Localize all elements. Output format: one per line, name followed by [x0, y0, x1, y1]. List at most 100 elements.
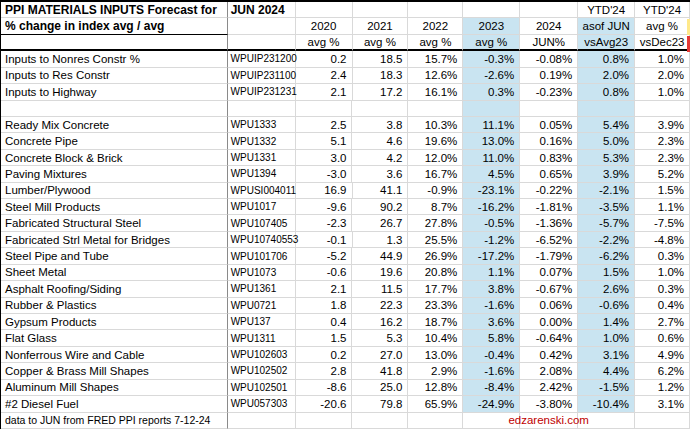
value-cell[interactable]: -3.0 — [296, 166, 353, 182]
material-name-cell[interactable]: Concrete Pipe — [1, 133, 228, 149]
value-cell[interactable]: 12.6% — [408, 68, 463, 84]
empty-cell[interactable] — [635, 413, 690, 429]
value-cell[interactable]: 0.42% — [520, 347, 578, 363]
material-name-cell[interactable]: #2 Diesel Fuel — [1, 396, 228, 412]
value-cell[interactable]: 16.2 — [352, 314, 408, 330]
value-cell[interactable]: -5.2 — [296, 248, 353, 264]
value-cell[interactable]: 1.0% — [578, 330, 635, 346]
value-cell[interactable]: 17.2 — [353, 84, 409, 100]
value-cell[interactable]: 1.4% — [578, 314, 635, 330]
subcol-vsavg23[interactable]: vsAvg23 — [578, 35, 635, 51]
value-cell[interactable]: 0.3% — [635, 248, 690, 264]
value-cell[interactable]: 20.8% — [408, 265, 463, 281]
series-code-cell[interactable]: WPU10740553 — [228, 232, 296, 248]
value-cell[interactable]: 2.1 — [296, 84, 353, 100]
value-cell[interactable]: 19.6 — [352, 265, 408, 281]
value-cell[interactable]: 13.0% — [408, 347, 463, 363]
value-cell[interactable]: -8.6 — [296, 380, 353, 396]
value-cell[interactable]: 0.07% — [520, 265, 578, 281]
title-month[interactable]: JUN 2024 — [228, 2, 296, 18]
value-cell[interactable]: 2.1 — [296, 281, 353, 297]
value-cell[interactable]: 0.16% — [520, 133, 578, 149]
material-name-cell[interactable]: Paving Mixtures — [1, 166, 228, 182]
material-name-cell[interactable]: Flat Glass — [1, 330, 228, 346]
subcol-jun-pct[interactable]: JUN% — [520, 35, 578, 51]
value-cell[interactable]: 5.1 — [296, 133, 353, 149]
value-cell[interactable]: 23.3% — [408, 298, 463, 314]
value-cell[interactable]: 3.6 — [352, 166, 408, 182]
value-cell[interactable]: 0.6% — [635, 330, 690, 346]
value-cell[interactable]: 16.7% — [408, 166, 463, 182]
material-name-cell[interactable]: Inputs to Res Constr — [1, 68, 228, 84]
empty-cell[interactable] — [408, 413, 463, 429]
col-header-2021[interactable]: 2021 — [353, 18, 409, 34]
series-code-cell[interactable]: WPU1333 — [228, 117, 296, 133]
series-code-cell[interactable]: WPU1311 — [228, 330, 296, 346]
value-cell[interactable]: 1.5% — [578, 265, 635, 281]
value-cell[interactable]: -0.6 — [296, 265, 353, 281]
value-cell[interactable]: 5.3% — [578, 150, 635, 166]
value-cell[interactable]: -1.5% — [578, 380, 635, 396]
value-cell[interactable]: 16.9 — [296, 183, 353, 199]
value-cell[interactable]: -8.4% — [463, 380, 520, 396]
material-name-cell[interactable]: Nonferrous Wire and Cable — [1, 347, 228, 363]
value-cell[interactable]: -0.08% — [520, 51, 578, 67]
value-cell[interactable]: 0.83% — [520, 150, 578, 166]
material-name-cell[interactable]: Asphalt Roofing/Siding — [1, 281, 228, 297]
empty-cell[interactable] — [352, 413, 408, 429]
value-cell[interactable]: 3.6% — [463, 314, 520, 330]
series-code-cell[interactable]: WPU0721 — [228, 298, 296, 314]
value-cell[interactable]: 8.7% — [408, 199, 463, 215]
ytd-header-right[interactable]: YTD'24 — [635, 2, 690, 18]
value-cell[interactable]: 2.3% — [635, 133, 690, 149]
value-cell[interactable]: 26.7 — [352, 215, 408, 231]
value-cell[interactable]: 0.2 — [296, 51, 353, 67]
value-cell[interactable]: -10.4% — [578, 396, 635, 412]
col-header-2020[interactable]: 2020 — [296, 18, 353, 34]
value-cell[interactable]: 4.4% — [578, 363, 635, 379]
material-name-cell[interactable]: Inputs to Nonres Constr % — [1, 51, 228, 67]
value-cell[interactable]: 4.2 — [352, 150, 408, 166]
material-name-cell[interactable]: Aluminum Mill Shapes — [1, 380, 228, 396]
value-cell[interactable]: 5.8% — [463, 330, 520, 346]
series-code-cell[interactable]: WPUSI004011 — [228, 183, 296, 199]
value-cell[interactable] — [408, 101, 463, 117]
value-cell[interactable]: -23.1% — [463, 183, 520, 199]
value-cell[interactable]: 65.9% — [408, 396, 463, 412]
value-cell[interactable]: 1.5% — [635, 183, 690, 199]
value-cell[interactable]: -20.6 — [296, 396, 353, 412]
value-cell[interactable]: 10.4% — [408, 330, 463, 346]
value-cell[interactable]: 0.3% — [463, 84, 520, 100]
value-cell[interactable]: 2.0% — [578, 68, 635, 84]
value-cell[interactable]: 16.1% — [408, 84, 463, 100]
empty-cell[interactable] — [463, 2, 520, 18]
value-cell[interactable]: 3.1% — [635, 396, 690, 412]
value-cell[interactable]: -1.36% — [520, 215, 578, 231]
value-cell[interactable]: -24.9% — [463, 396, 520, 412]
value-cell[interactable]: -0.23% — [520, 84, 578, 100]
series-code-cell[interactable]: WPU1331 — [228, 150, 296, 166]
value-cell[interactable]: -2.3 — [296, 215, 353, 231]
value-cell[interactable]: 3.1% — [578, 347, 635, 363]
col-header-asof-jun[interactable]: asof JUN — [578, 18, 635, 34]
value-cell[interactable]: -0.4% — [463, 347, 520, 363]
subcol-avg-2020[interactable]: avg % — [296, 35, 353, 51]
value-cell[interactable]: -0.64% — [520, 330, 578, 346]
material-name-cell[interactable] — [1, 101, 228, 117]
empty-cell[interactable] — [228, 413, 296, 429]
value-cell[interactable]: 0.00% — [520, 314, 578, 330]
value-cell[interactable]: -0.22% — [520, 183, 578, 199]
value-cell[interactable]: 10.3% — [408, 117, 463, 133]
value-cell[interactable]: -9.6 — [296, 199, 353, 215]
value-cell[interactable]: 3.0 — [296, 150, 353, 166]
value-cell[interactable]: 2.5 — [296, 117, 353, 133]
subtitle[interactable]: % change in index avg / avg — [1, 18, 228, 34]
value-cell[interactable]: 4.5% — [463, 166, 520, 182]
value-cell[interactable]: 0.3% — [635, 281, 690, 297]
subcol-avg-2021[interactable]: avg % — [353, 35, 409, 51]
value-cell[interactable]: 3.8% — [463, 281, 520, 297]
value-cell[interactable] — [352, 101, 408, 117]
value-cell[interactable]: -0.67% — [520, 281, 578, 297]
value-cell[interactable]: 0.8% — [578, 84, 635, 100]
value-cell[interactable]: 18.5 — [353, 51, 409, 67]
